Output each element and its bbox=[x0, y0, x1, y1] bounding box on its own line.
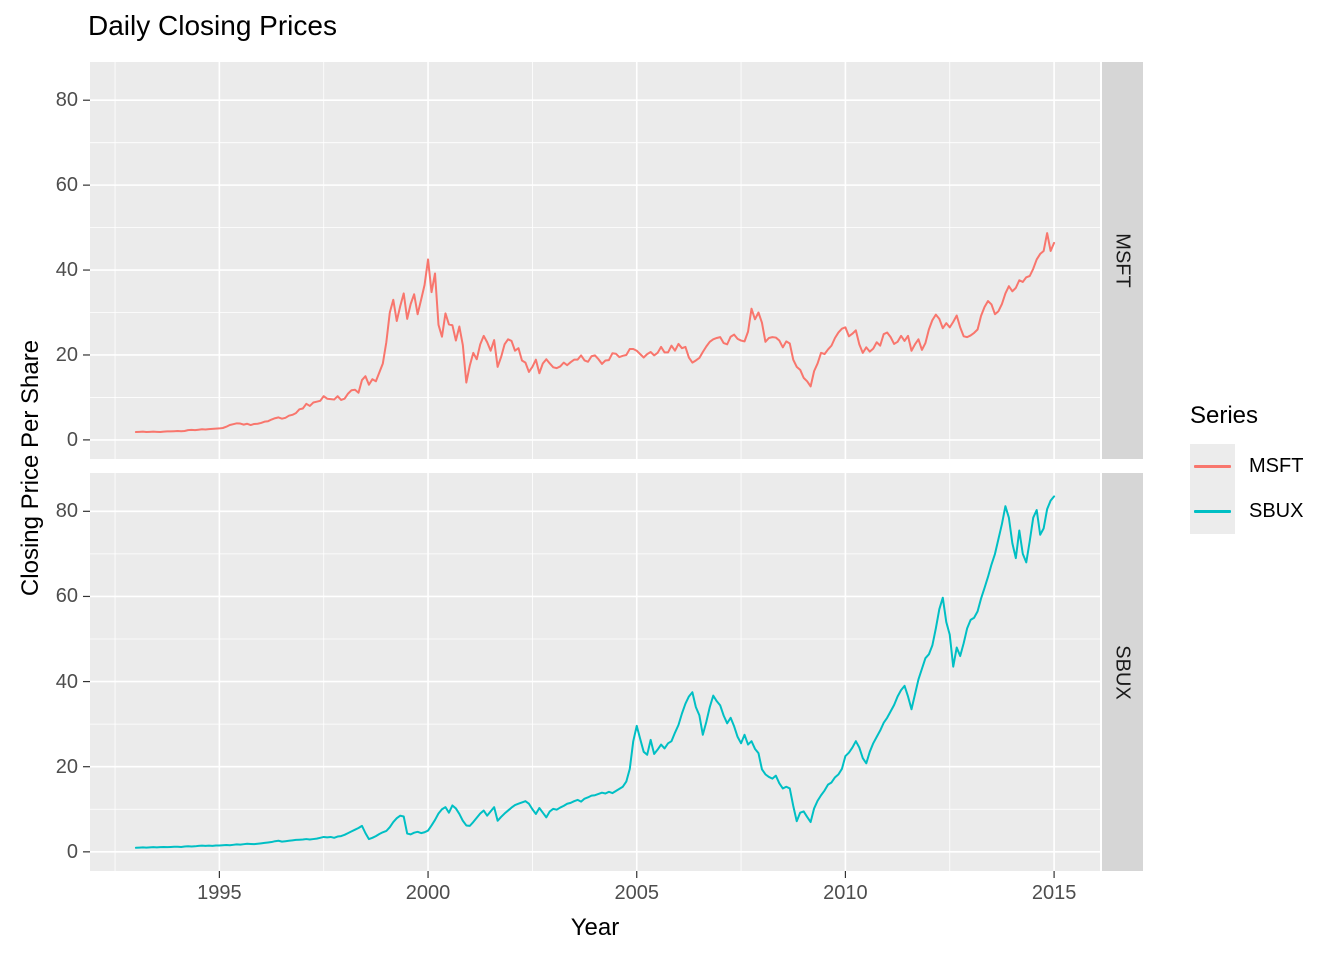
x-tick-label: 2000 bbox=[405, 882, 451, 904]
series-line-msft bbox=[134, 232, 1056, 434]
x-tick-label: 2005 bbox=[614, 882, 659, 904]
panel-sbux bbox=[90, 473, 1100, 871]
x-tick-label: 2015 bbox=[1031, 882, 1077, 904]
facet-strip-sbux-label: SBUX bbox=[1112, 644, 1134, 700]
panel-msft bbox=[90, 62, 1100, 459]
y-tick-label: 0 bbox=[66, 840, 78, 863]
y-tick-label: 0 bbox=[66, 428, 78, 451]
x-tick-label: 1995 bbox=[197, 882, 242, 904]
y-axis-title: Closing Price Per Share bbox=[17, 339, 44, 597]
plot-title: Daily Closing Prices bbox=[88, 10, 337, 41]
y-tick-label: 80 bbox=[55, 89, 78, 112]
x-tick-label: 2010 bbox=[823, 882, 868, 904]
y-tick-label: 40 bbox=[55, 259, 78, 282]
y-tick-label: 40 bbox=[55, 670, 78, 693]
y-tick-label: 20 bbox=[55, 343, 78, 366]
facet-strip-sbux: SBUX bbox=[1102, 473, 1143, 871]
x-axis-title: Year bbox=[570, 914, 620, 941]
y-tick-label: 20 bbox=[55, 755, 78, 778]
y-tick-label: 60 bbox=[55, 174, 78, 197]
facet-strip-msft: MSFT bbox=[1102, 62, 1143, 459]
y-tick-label: 60 bbox=[55, 585, 78, 608]
y-tick-label: 80 bbox=[55, 500, 78, 523]
series-line-sbux bbox=[134, 495, 1056, 849]
facet-strip-msft-label: MSFT bbox=[1112, 233, 1134, 288]
